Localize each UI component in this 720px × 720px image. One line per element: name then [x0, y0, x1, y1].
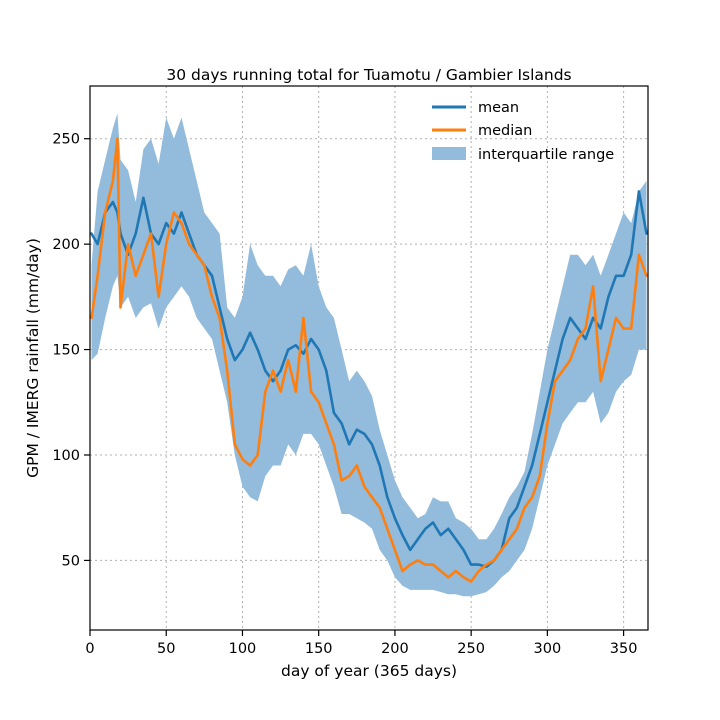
y-tick-label-100: 100 — [52, 448, 80, 464]
legend-mean-label: mean — [478, 100, 519, 116]
median-line — [90, 137, 648, 583]
legend-iqr-label: interquartile range — [478, 147, 614, 163]
x-tick-label-200: 200 — [381, 641, 409, 657]
y-tick-label-200: 200 — [52, 237, 80, 253]
y-axis-label: GPM / IMERG rainfall (mm/day) — [24, 238, 42, 478]
x-tick-label-250: 250 — [457, 641, 485, 657]
y-axis-ticks: 50 100 150 200 250 — [52, 132, 90, 569]
iqr-layer — [91, 113, 647, 597]
x-tick-label-0: 0 — [85, 641, 94, 657]
y-tick-label-250: 250 — [52, 132, 80, 148]
x-tick-label-350: 350 — [610, 641, 638, 657]
series-layer — [90, 137, 648, 583]
x-tick-label-50: 50 — [157, 641, 175, 657]
chart-title: 30 days running total for Tuamotu / Gamb… — [166, 66, 571, 84]
iqr-band — [91, 113, 647, 597]
x-axis-label: day of year (365 days) — [281, 662, 457, 680]
y-tick-label-50: 50 — [62, 553, 80, 569]
legend-median-label: median — [478, 123, 532, 139]
plot-frame — [89, 85, 649, 631]
x-tick-label-100: 100 — [229, 641, 257, 657]
y-tick-label-150: 150 — [52, 343, 80, 359]
x-axis-ticks: 0 50 100 150 200 250 300 350 — [85, 630, 637, 657]
legend-iqr-swatch — [432, 147, 466, 160]
x-tick-label-300: 300 — [534, 641, 562, 657]
x-tick-label-150: 150 — [305, 641, 333, 657]
legend: mean median interquartile range — [432, 100, 614, 163]
mean-line — [90, 190, 648, 569]
